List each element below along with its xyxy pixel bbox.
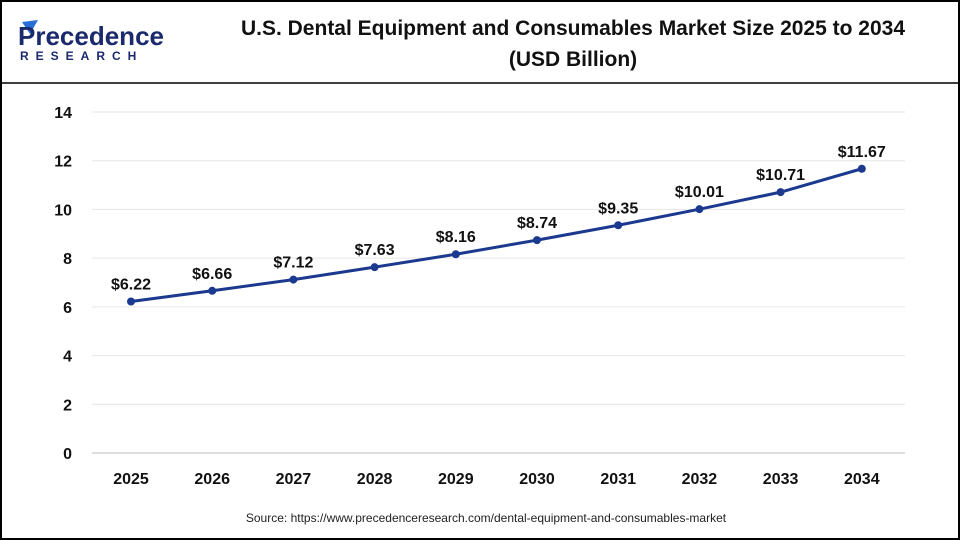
data-point	[127, 297, 135, 306]
data-point	[451, 250, 460, 259]
data-point	[289, 275, 298, 284]
x-tick-label: 2031	[600, 471, 636, 488]
data-label: $10.71	[756, 167, 805, 184]
data-label: $8.16	[436, 229, 476, 246]
data-point	[857, 164, 866, 173]
data-label: $11.67	[838, 144, 886, 161]
data-label: $6.22	[111, 276, 151, 293]
x-tick-label: 2034	[844, 471, 880, 488]
chart-subtitle: (USD Billion)	[509, 48, 637, 71]
data-label: $7.63	[355, 242, 395, 259]
logo-mark-icon	[22, 20, 38, 34]
data-point	[533, 236, 541, 245]
x-tick-label: 2029	[438, 471, 474, 488]
x-tick-label: 2033	[763, 471, 799, 488]
x-tick-label: 2025	[113, 471, 149, 488]
data-point	[208, 286, 217, 295]
y-tick-label: 4	[63, 349, 72, 366]
series-line	[130, 167, 863, 303]
y-tick-label: 0	[63, 446, 72, 463]
data-point	[614, 221, 623, 230]
x-tick-label: 2032	[682, 471, 718, 488]
logo: Precedence RESEARCH	[18, 20, 164, 63]
y-tick-label: 8	[63, 251, 72, 268]
chart-title: U.S. Dental Equipment and Consumables Ma…	[241, 17, 905, 40]
data-label: $6.66	[192, 266, 232, 283]
data-label: $10.01	[675, 184, 724, 201]
data-point	[695, 205, 704, 214]
data-point	[776, 188, 785, 197]
x-tick-label: 2027	[276, 471, 312, 488]
logo-text: Precedence	[18, 21, 164, 51]
x-tick-label: 2028	[357, 471, 393, 488]
data-label: $9.35	[598, 200, 638, 217]
data-point	[370, 263, 379, 272]
y-tick-label: 10	[54, 202, 72, 219]
data-label: $8.74	[517, 215, 557, 232]
x-tick-label: 2030	[519, 471, 555, 488]
source-text: Source: https://www.precedenceresearch.c…	[246, 511, 727, 525]
logo-subtext: RESEARCH	[20, 49, 143, 63]
y-tick-label: 12	[54, 154, 72, 171]
x-tick-label: 2026	[194, 471, 230, 488]
data-label: $7.12	[273, 255, 313, 272]
y-tick-label: 14	[54, 105, 72, 122]
y-tick-label: 2	[63, 397, 72, 414]
y-tick-label: 6	[63, 300, 72, 317]
